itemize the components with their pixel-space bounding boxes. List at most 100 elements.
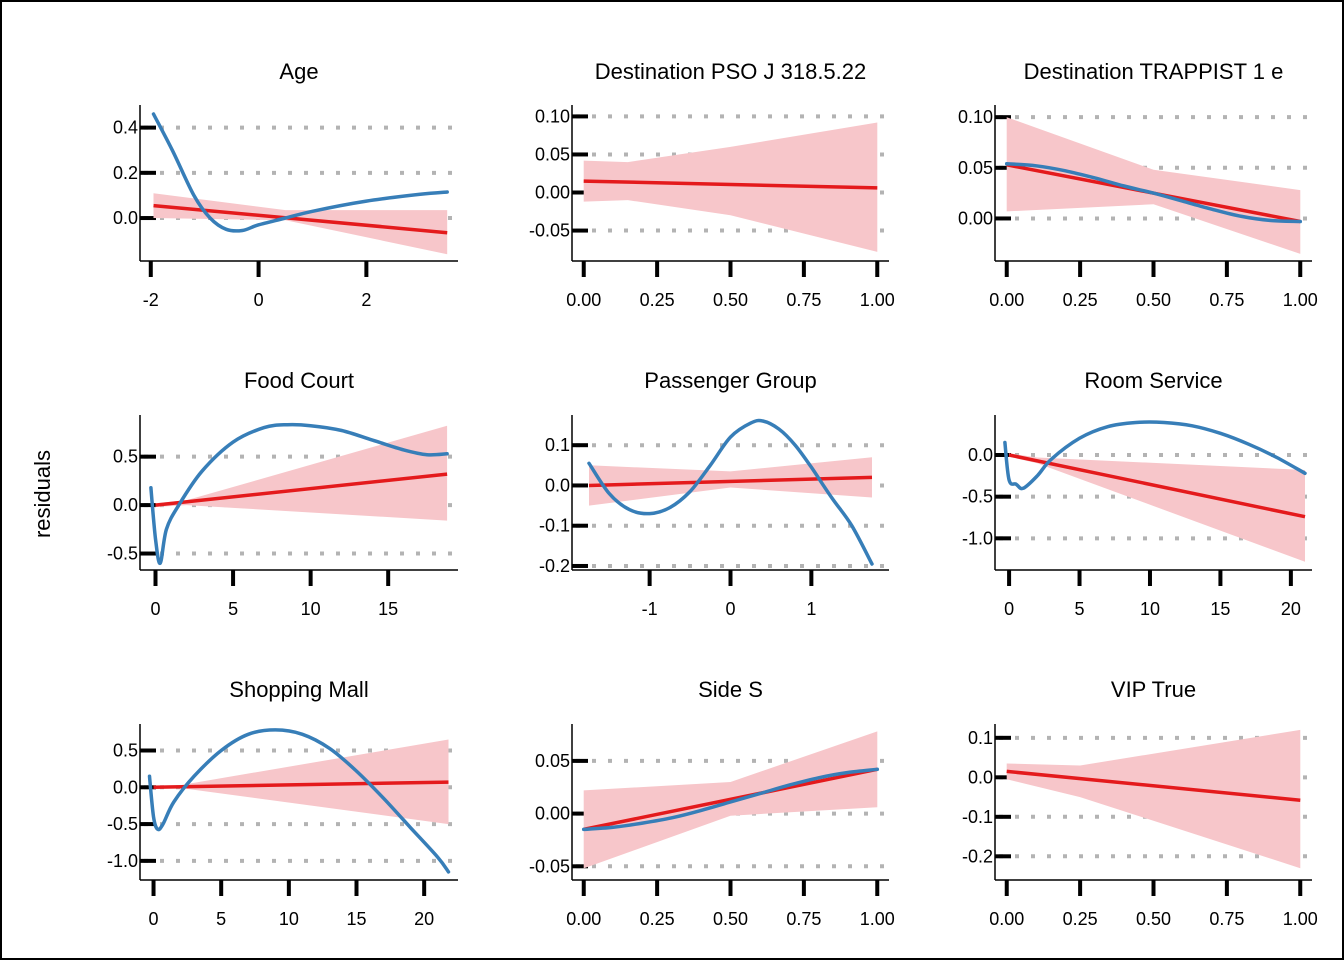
smooth-curve-line <box>151 112 449 233</box>
panel-6: Room Service -1.0 -0.5 0.0 0 5 10 15 20 <box>962 368 1312 619</box>
x-tick-label: 0.75 <box>1209 909 1244 929</box>
x-tick-label: 0.25 <box>1063 290 1098 310</box>
x-tick-label: 0 <box>725 599 735 619</box>
y-tick-label: 0.0 <box>113 777 138 797</box>
x-tick-label: 1.00 <box>860 290 895 310</box>
x-tick-label: 5 <box>228 599 238 619</box>
y-tick-label: -1.0 <box>107 851 138 871</box>
y-tick-label: 0.10 <box>958 107 993 127</box>
x-tick-label: 10 <box>301 599 321 619</box>
panel-title: Passenger Group <box>644 368 816 393</box>
x-tick-label: 0.50 <box>713 909 748 929</box>
x-tick-label: 1.00 <box>1283 909 1318 929</box>
smooth-curve-line <box>147 728 451 874</box>
x-tick-label: 15 <box>1210 599 1230 619</box>
x-tick-label: 0.50 <box>1136 909 1171 929</box>
y-tick-label: 0.5 <box>113 447 138 467</box>
panel-8: Side S -0.05 0.00 0.05 0.00 0.25 0.50 0.75 1.00 <box>529 677 895 929</box>
y-tick-label: 0.2 <box>113 163 138 183</box>
y-tick-label: -0.2 <box>539 556 570 576</box>
x-tick-label: 10 <box>279 909 299 929</box>
confidence-band <box>153 193 448 255</box>
panel-title: VIP True <box>1111 677 1196 702</box>
panel-title: Destination TRAPPIST 1 e <box>1024 59 1284 84</box>
confidence-band <box>1006 729 1301 869</box>
x-tick-label: 0.00 <box>989 909 1024 929</box>
y-axis-label: residuals <box>30 450 55 538</box>
x-tick-label: 20 <box>414 909 434 929</box>
y-tick-label: -0.1 <box>539 516 570 536</box>
panel-title: Destination PSO J 318.5.22 <box>595 59 867 84</box>
panel-5: Passenger Group -0.2 -0.1 0.0 0.1 -1 0 1 <box>539 368 889 619</box>
x-tick-label: 0.25 <box>640 909 675 929</box>
y-tick-label: -0.5 <box>107 544 138 564</box>
y-tick-label: 0.0 <box>113 208 138 228</box>
smooth-curve-line <box>587 418 874 566</box>
y-tick-label: 0.0 <box>113 495 138 515</box>
linear-fit-line <box>1008 453 1306 519</box>
x-tick-label: 0.75 <box>1209 290 1244 310</box>
y-tick-label: 0.4 <box>113 118 138 138</box>
x-tick-label: 1.00 <box>1283 290 1318 310</box>
y-tick-label: -0.5 <box>962 487 993 507</box>
x-tick-label: 0 <box>151 599 161 619</box>
x-tick-label: 0.25 <box>1063 909 1098 929</box>
y-tick-label: -0.05 <box>529 221 570 241</box>
panel-9: VIP True -0.2 -0.1 0.0 0.1 0.00 0.25 0.50 0.75 1.… <box>962 677 1318 929</box>
smooth-curve-line <box>1004 162 1303 224</box>
x-tick-label: -1 <box>642 599 658 619</box>
x-tick-label: 0.00 <box>989 290 1024 310</box>
panel-4: Food Court -0.5 0.0 0.5 0 5 10 15 <box>107 368 458 619</box>
y-tick-label: 0.00 <box>535 183 570 203</box>
y-tick-label: -0.1 <box>962 807 993 827</box>
y-tick-label: -0.2 <box>962 846 993 866</box>
panel-title: Age <box>279 59 318 84</box>
panel-1: Age 0.0 0.2 0.4 -2 0 2 <box>113 59 458 310</box>
smooth-curve-line <box>581 767 880 832</box>
panel-3: Destination TRAPPIST 1 e 0.00 0.05 0.10 0.00… <box>958 59 1318 310</box>
panel-title: Room Service <box>1084 368 1222 393</box>
y-tick-label: 0.00 <box>958 208 993 228</box>
x-tick-label: 0.75 <box>786 909 821 929</box>
x-tick-label: 0 <box>149 909 159 929</box>
x-tick-label: 0.00 <box>566 909 601 929</box>
panel-title: Food Court <box>244 368 354 393</box>
linear-fit-line <box>153 780 449 790</box>
x-tick-label: 0.00 <box>566 290 601 310</box>
y-tick-label: 0.1 <box>545 435 570 455</box>
x-tick-label: 2 <box>361 290 371 310</box>
x-tick-label: 0.75 <box>786 290 821 310</box>
x-tick-label: 5 <box>216 909 226 929</box>
confidence-band <box>153 739 449 825</box>
y-tick-label: 0.10 <box>535 106 570 126</box>
linear-fit-line <box>588 475 873 488</box>
x-tick-label: 1.00 <box>860 909 895 929</box>
panel-title: Shopping Mall <box>229 677 368 702</box>
y-tick-label: -0.5 <box>107 814 138 834</box>
y-tick-label: 0.00 <box>535 804 570 824</box>
x-tick-label: 1 <box>806 599 816 619</box>
y-tick-label: 0.1 <box>968 728 993 748</box>
x-tick-label: 0.50 <box>713 290 748 310</box>
y-tick-label: 0.5 <box>113 740 138 760</box>
x-tick-label: 5 <box>1075 599 1085 619</box>
x-tick-label: 15 <box>378 599 398 619</box>
linear-fit-line <box>583 179 878 190</box>
x-tick-label: 20 <box>1281 599 1301 619</box>
y-tick-label: 0.0 <box>968 767 993 787</box>
x-tick-label: 0 <box>1004 599 1014 619</box>
linear-fit-line <box>155 472 448 507</box>
panel-7: Shopping Mall -1.0 -0.5 0.0 0.5 0 5 10 15 20 <box>107 677 458 929</box>
smooth-curve-line <box>149 422 449 565</box>
x-tick-label: -2 <box>143 290 159 310</box>
x-tick-label: 15 <box>346 909 366 929</box>
y-tick-label: -1.0 <box>962 528 993 548</box>
confidence-band <box>1006 117 1301 254</box>
x-tick-label: 10 <box>1140 599 1160 619</box>
confidence-band <box>583 122 878 252</box>
linear-fit-line <box>583 767 878 832</box>
smooth-curve-line <box>1003 420 1307 491</box>
x-tick-label: 0.50 <box>1136 290 1171 310</box>
